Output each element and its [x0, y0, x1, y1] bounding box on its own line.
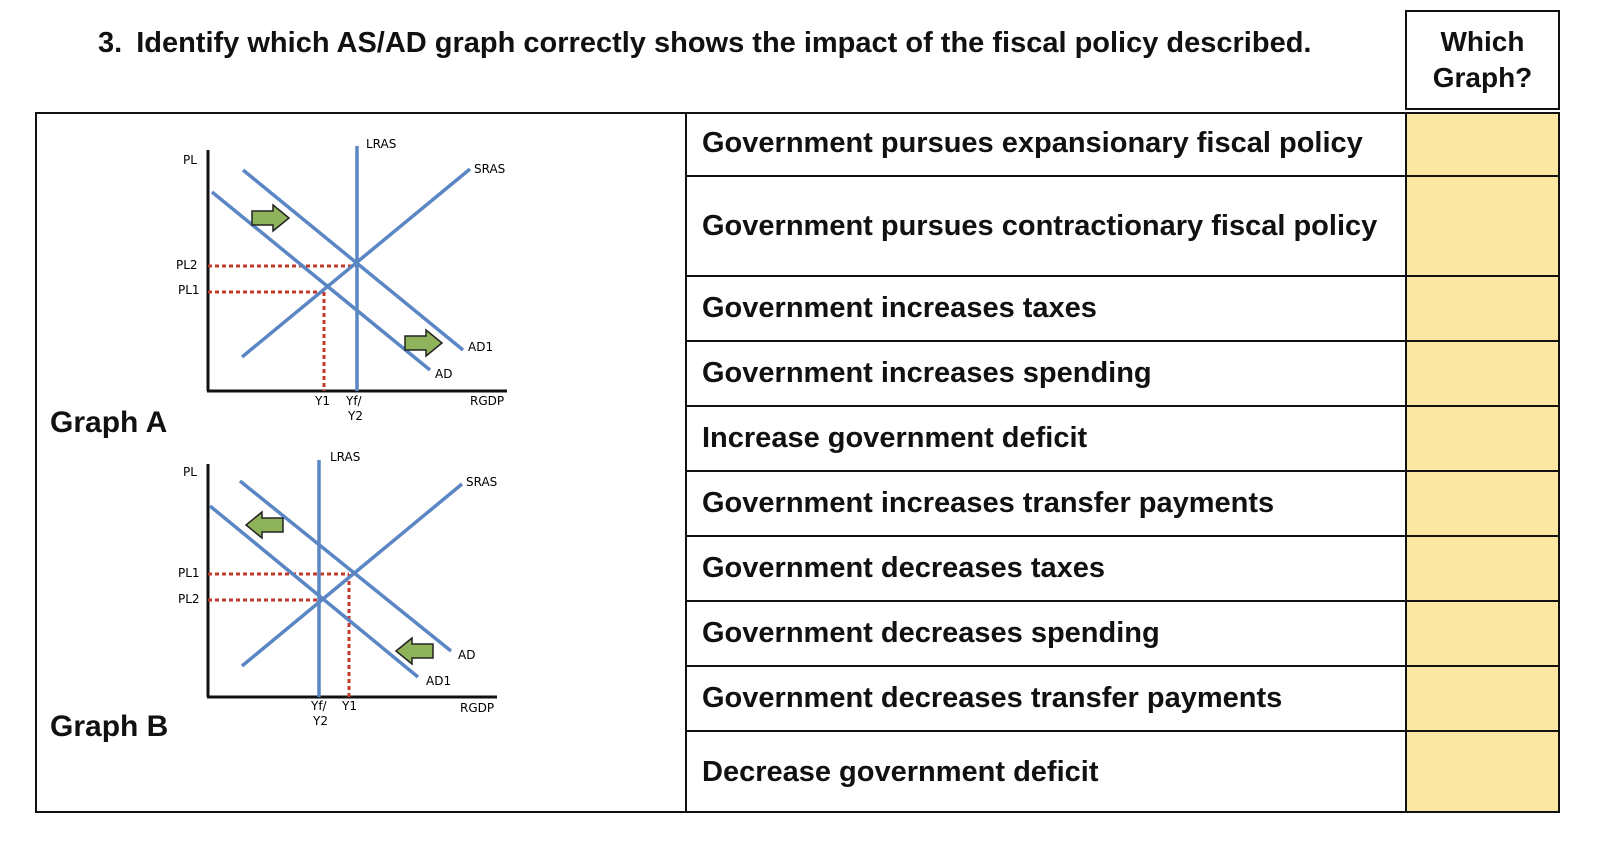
graph-a-lras-label: LRAS [366, 137, 396, 151]
graph-a: PL LRAS SRAS AD AD1 RGDP PL2 PL1 Y1 Y [176, 137, 507, 423]
statement-row: Government decreases transfer payments [686, 667, 1560, 732]
graph-b-ad1-label: AD1 [426, 674, 451, 688]
question-title: 3. Identify which AS/AD graph correctly s… [98, 27, 1311, 60]
graph-b-ad1-line [208, 504, 420, 679]
statement-text: Government increases transfer payments [702, 487, 1275, 519]
graph-a-sras-label: SRAS [474, 162, 505, 176]
answer-cell[interactable] [1405, 537, 1560, 600]
graph-a-ad1-line [241, 168, 465, 352]
answer-cell[interactable] [1405, 177, 1560, 275]
question-text: Identify which AS/AD graph correctly sho… [136, 27, 1312, 59]
graphs-canvas: PL LRAS SRAS AD AD1 RGDP PL2 PL1 Y1 Y [176, 137, 507, 728]
graph-b-x-axis-label: RGDP [460, 701, 494, 715]
statement-row: Government pursues expansionary fiscal p… [686, 112, 1560, 177]
graph-a-label: Graph A [50, 406, 168, 439]
graph-b-sras-label: SRAS [466, 475, 497, 489]
graph-b-ad-label: AD [458, 648, 475, 662]
answer-cell[interactable] [1405, 667, 1560, 730]
statement-row: Government decreases spending [686, 602, 1560, 667]
answer-cell[interactable] [1405, 112, 1560, 175]
graph-panel: Graph A Graph B PL LRAS SRAS AD [35, 112, 687, 813]
graph-a-ad1-label: AD1 [468, 340, 493, 354]
statement-row: Government increases spending [686, 342, 1560, 407]
graph-a-ad-line [210, 190, 432, 372]
graph-a-pl-lower-label: PL1 [178, 283, 200, 297]
question-number: 3. [98, 27, 123, 59]
graph-a-shift-arrow-upper [251, 203, 291, 233]
statement-row: Government decreases taxes [686, 537, 1560, 602]
answer-cell[interactable] [1405, 602, 1560, 665]
statement-text: Government increases spending [702, 357, 1152, 389]
statement-row: Government pursues contractionary fiscal… [686, 177, 1560, 277]
graph-b-shift-arrow-lower [394, 636, 434, 666]
graph-a-y1-label: Y1 [314, 394, 330, 408]
graph-b-lras-label: LRAS [330, 450, 360, 464]
statement-row: Government increases transfer payments [686, 472, 1560, 537]
graph-b-sras-line [240, 482, 464, 668]
statement-text: Government decreases spending [702, 617, 1160, 649]
graph-a-y2-label: Y2 [347, 409, 363, 423]
graph-b-ad-line [238, 479, 453, 653]
answer-cell[interactable] [1405, 407, 1560, 470]
statement-row: Increase government deficit [686, 407, 1560, 472]
statement-text: Increase government deficit [702, 422, 1088, 454]
graph-a-pl-upper-label: PL2 [176, 258, 198, 272]
graph-a-x-axis-label: RGDP [470, 394, 504, 408]
graph-b-y-axis-label: PL [183, 465, 197, 479]
statement-text: Government decreases transfer payments [702, 682, 1283, 714]
statement-text: Government increases taxes [702, 292, 1097, 324]
statement-row: Decrease government deficit [686, 732, 1560, 813]
graph-a-y-axis-label: PL [183, 153, 197, 167]
which-graph-label: Which Graph? [1432, 26, 1533, 93]
answer-cell[interactable] [1405, 732, 1560, 813]
answer-cell[interactable] [1405, 277, 1560, 340]
graph-a-yf-label: Yf/ [345, 394, 363, 408]
answer-cell[interactable] [1405, 472, 1560, 535]
which-graph-header: Which Graph? [1405, 10, 1560, 110]
statement-text: Government pursues contractionary fiscal… [702, 209, 1378, 242]
statement-text: Government pursues expansionary fiscal p… [702, 127, 1363, 159]
graph-b-pl-lower-label: PL2 [178, 592, 200, 606]
graph-a-ad-label: AD [435, 367, 452, 381]
graph-b: PL LRAS SRAS AD AD1 RGDP PL1 PL2 Yf/ [178, 450, 497, 728]
graph-b-shift-arrow-upper [244, 510, 284, 540]
graph-b-pl-upper-label: PL1 [178, 566, 200, 580]
graph-b-label: Graph B [50, 710, 169, 743]
graph-a-shift-arrow-lower [404, 328, 444, 358]
graph-b-y1-label: Y1 [341, 699, 357, 713]
statement-text: Government decreases taxes [702, 552, 1105, 584]
answer-cell[interactable] [1405, 342, 1560, 405]
statements-table: Government pursues expansionary fiscal p… [686, 112, 1560, 813]
statement-text: Decrease government deficit [702, 756, 1099, 788]
graph-b-y2-label: Y2 [312, 714, 328, 728]
graph-b-yf-label: Yf/ [310, 699, 328, 713]
statement-row: Government increases taxes [686, 277, 1560, 342]
